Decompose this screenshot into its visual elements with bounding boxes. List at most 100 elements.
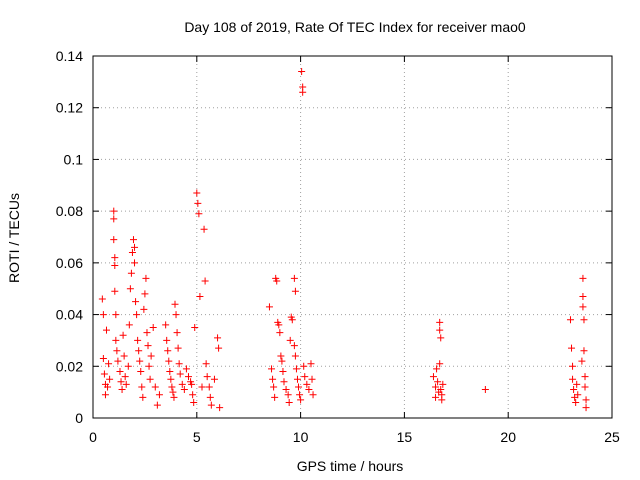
- data-point: [140, 305, 148, 313]
- data-point: [579, 292, 587, 300]
- x-tick-label: 20: [500, 429, 516, 445]
- data-point: [276, 329, 284, 337]
- data-point: [143, 329, 151, 337]
- data-point: [278, 357, 286, 365]
- data-point: [299, 88, 307, 96]
- y-tick-label: 0.04: [56, 307, 83, 323]
- data-point: [178, 380, 186, 388]
- data-point: [582, 396, 590, 404]
- data-point: [164, 347, 172, 355]
- data-point: [188, 380, 196, 388]
- data-point: [194, 199, 202, 207]
- data-point: [116, 367, 124, 375]
- data-point: [137, 367, 145, 375]
- data-point: [284, 391, 292, 399]
- data-point: [146, 375, 154, 383]
- data-point: [106, 375, 114, 383]
- data-point: [155, 391, 163, 399]
- data-point: [279, 367, 287, 375]
- data-point: [166, 367, 174, 375]
- data-point: [118, 386, 126, 394]
- data-point: [439, 380, 447, 388]
- data-point: [139, 393, 147, 401]
- data-point: [574, 391, 582, 399]
- data-point: [126, 285, 134, 293]
- data-point: [288, 316, 296, 324]
- data-point: [153, 401, 161, 409]
- data-point: [144, 342, 152, 350]
- data-point: [184, 373, 192, 381]
- y-tick-label: 0.02: [56, 358, 83, 374]
- data-point: [100, 370, 108, 378]
- data-point: [582, 404, 590, 412]
- data-point: [162, 321, 170, 329]
- data-point: [579, 274, 587, 282]
- data-point: [147, 352, 155, 360]
- data-point: [300, 362, 308, 370]
- y-tick-label: 0.14: [56, 48, 83, 64]
- data-point: [129, 236, 137, 244]
- data-point: [110, 207, 118, 215]
- data-point: [101, 391, 109, 399]
- x-tick-label: 25: [604, 429, 620, 445]
- data-point: [566, 316, 574, 324]
- x-tick-label: 10: [293, 429, 309, 445]
- grid-lines: [93, 56, 612, 418]
- data-point: [293, 375, 301, 383]
- data-point: [308, 375, 316, 383]
- data-point: [121, 373, 129, 381]
- data-point: [438, 396, 446, 404]
- data-point: [111, 261, 119, 269]
- data-point: [117, 378, 125, 386]
- data-point: [578, 357, 586, 365]
- data-point: [180, 386, 188, 394]
- data-point: [202, 360, 210, 368]
- data-point: [573, 380, 581, 388]
- data-point: [301, 373, 309, 381]
- data-point: [169, 388, 177, 396]
- x-tick-label: 5: [193, 429, 201, 445]
- data-point: [297, 396, 305, 404]
- data-point: [201, 277, 209, 285]
- data-point: [196, 292, 204, 300]
- data-point: [172, 311, 180, 319]
- y-axis-label: ROTI / TECUs: [6, 193, 22, 283]
- data-point: [163, 336, 171, 344]
- y-tick-label: 0.12: [56, 100, 83, 116]
- y-tick-label: 0.1: [64, 151, 84, 167]
- data-point: [175, 360, 183, 368]
- data-point: [298, 68, 306, 76]
- data-point: [203, 373, 211, 381]
- data-point: [290, 274, 298, 282]
- data-point: [268, 365, 276, 373]
- data-point: [580, 347, 588, 355]
- data-point: [309, 391, 317, 399]
- data-point: [200, 225, 208, 233]
- data-point: [167, 375, 175, 383]
- data-point: [265, 303, 273, 311]
- data-point: [198, 383, 206, 391]
- data-point: [210, 375, 218, 383]
- y-tick-label: 0: [75, 410, 83, 426]
- data-point: [112, 311, 120, 319]
- data-point: [214, 334, 222, 342]
- data-point: [437, 334, 445, 342]
- data-point: [273, 277, 281, 285]
- data-point: [114, 357, 122, 365]
- data-point: [286, 336, 294, 344]
- data-point: [112, 336, 120, 344]
- data-point: [434, 378, 442, 386]
- data-point: [135, 347, 143, 355]
- data-point: [282, 386, 290, 394]
- data-point: [280, 378, 288, 386]
- data-point: [98, 295, 106, 303]
- data-point: [168, 383, 176, 391]
- data-point: [124, 362, 132, 370]
- data-point: [111, 287, 119, 295]
- data-point: [136, 357, 144, 365]
- data-point: [119, 331, 127, 339]
- data-point: [122, 380, 130, 388]
- y-tick-label: 0.06: [56, 255, 83, 271]
- data-point: [110, 215, 118, 223]
